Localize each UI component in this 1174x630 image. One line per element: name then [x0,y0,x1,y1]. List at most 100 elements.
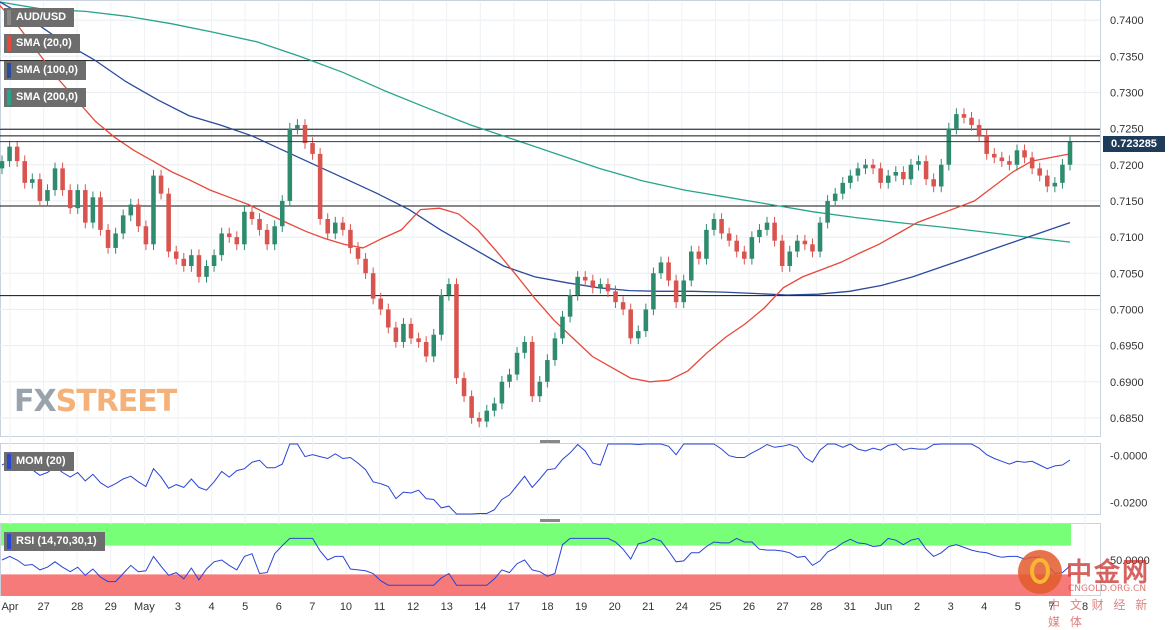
rsi-oversold-zone [1,574,1071,596]
symbol-label: AUD/USD [4,8,75,27]
candle [673,280,679,303]
candle [67,190,73,209]
x-tick-label: 25 [709,601,721,613]
x-tick-label: 8 [1082,601,1088,613]
x-tick-label: 29 [105,601,117,613]
candle [840,182,846,194]
candle [885,175,891,183]
candle [219,233,224,256]
candle [14,146,20,162]
candle [136,204,141,227]
y-tick-label: 0.7400 [1110,15,1144,27]
candle [1007,161,1012,165]
candle [325,219,330,234]
candle [333,222,338,234]
candle [173,251,179,259]
candle [408,323,414,339]
candle [976,124,982,136]
fxstreet-logo: FXSTREET [14,384,177,419]
candle [295,124,300,129]
candle [196,255,202,277]
candle [635,331,641,339]
candle [226,233,232,238]
x-tick-label: 24 [676,601,688,613]
x-tick-label: 4 [981,601,987,613]
candle [961,114,967,118]
candle [363,258,368,274]
candle [742,251,747,259]
candle [764,222,770,230]
mom-panel [0,443,1101,515]
candle [83,190,88,223]
y-tick-label: 0.7300 [1110,87,1144,99]
x-tick-label: 4 [209,601,215,613]
candle [1014,150,1020,165]
candle [681,280,686,303]
candle [855,168,861,176]
x-tick-label: 20 [609,601,621,613]
candle [651,273,656,310]
candle [825,200,830,223]
candle [272,226,277,245]
candle [469,396,474,418]
y-tick-label: 0.7150 [1110,196,1144,208]
candle [704,229,709,259]
candle [431,334,437,357]
candle [870,164,876,169]
candle [37,179,43,201]
candle [1029,157,1035,169]
rsi-overbought-zone [1,524,1071,546]
candle [355,247,361,259]
candle [810,244,815,252]
candle [991,153,997,158]
candle [317,153,323,219]
candle [151,175,156,245]
y-tick-label: 0.7200 [1110,160,1144,172]
candle [113,233,118,248]
candle [1052,182,1058,187]
y-tick-label: 0.6900 [1110,377,1144,389]
x-tick-label: 14 [474,601,486,613]
candle [476,417,482,422]
candle [560,316,565,339]
candle [643,309,649,332]
candle [749,237,755,259]
sma200-line [0,1,1071,243]
candle [287,128,293,201]
candle [393,327,399,342]
panel-resize-handle [540,440,560,443]
sma100-line [0,1,1071,296]
candle [832,193,838,201]
x-tick-label: 27 [777,601,789,613]
candle [499,381,505,404]
candle [999,157,1005,162]
candle [52,168,58,191]
candle [779,240,785,267]
y-tick-label: 0.6850 [1110,413,1144,425]
candle [257,219,262,230]
current-price-tag: 0.723285 [1103,136,1165,152]
rsi-legend: RSI (14,70,30,1) [4,532,105,551]
x-tick-label: 11 [374,601,385,613]
rsi-tick-label: 50.0000 [1110,555,1150,567]
candle [605,284,611,292]
x-tick-label: 28 [71,601,83,613]
x-tick-label: 10 [340,601,352,613]
candle [30,179,35,183]
candle [514,352,520,375]
x-tick-label: 19 [575,601,587,613]
candle [60,168,65,191]
candle [575,276,580,295]
candle [370,273,376,299]
candle [378,298,383,310]
candle [401,323,406,342]
mom-legend: MOM (20) [4,452,74,471]
candle [938,164,944,187]
candle [211,255,217,267]
candle [189,255,194,267]
candle [416,338,421,342]
candle [249,211,255,219]
candle [143,226,149,245]
candle [302,124,308,144]
